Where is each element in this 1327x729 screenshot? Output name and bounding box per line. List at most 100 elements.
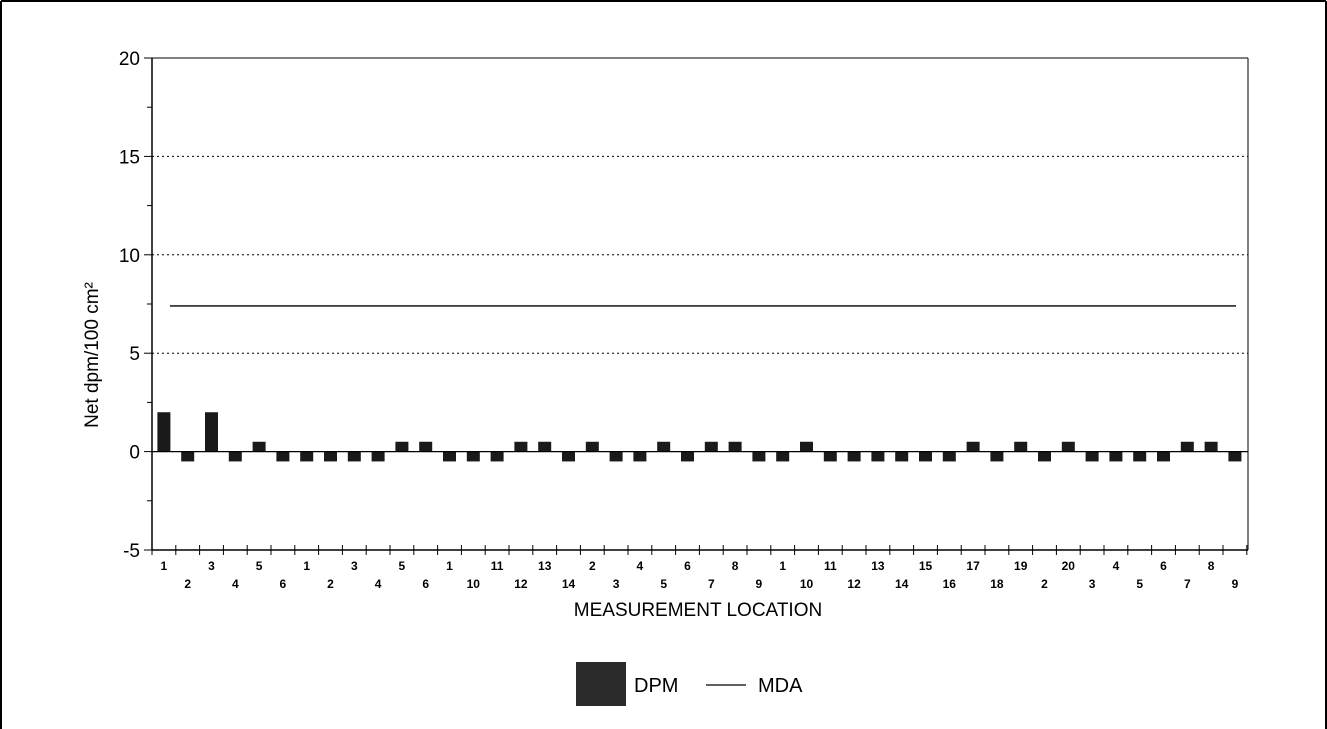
dpm-bar — [205, 412, 219, 452]
x-tick-label: 3 — [351, 559, 358, 573]
x-tick-label: 10 — [800, 577, 814, 591]
dpm-bar — [300, 451, 314, 462]
y-tick-label: 10 — [119, 246, 140, 267]
dpm-bar — [490, 451, 504, 462]
y-tick-label: 20 — [119, 49, 140, 70]
x-tick-label: 5 — [256, 559, 263, 573]
x-tick-label: 2 — [1041, 577, 1048, 591]
x-tick-label: 8 — [1208, 559, 1215, 573]
x-tick-label: 5 — [399, 559, 406, 573]
dpm-bar — [728, 441, 742, 452]
dpm-bar — [871, 451, 885, 462]
dpm-bar — [1109, 451, 1123, 462]
dpm-bar — [823, 451, 837, 462]
dpm-bar — [585, 441, 599, 452]
x-tick-label: 2 — [184, 577, 191, 591]
dpm-bar — [919, 451, 933, 462]
dpm-bar — [1085, 451, 1099, 462]
dpm-bar — [800, 441, 814, 452]
dpm-bar — [1038, 451, 1052, 462]
legend: DPM MDA — [576, 662, 803, 706]
x-tick-label: 1 — [446, 559, 453, 573]
x-tick-label: 1 — [303, 559, 310, 573]
x-tick-label: 1 — [779, 559, 786, 573]
x-tick-labels: 1234561234561101112131423456789110111213… — [161, 559, 1239, 591]
dpm-bar — [228, 451, 242, 462]
dpm-bar — [942, 451, 956, 462]
x-tick-label: 4 — [1113, 559, 1120, 573]
dpm-bar — [419, 441, 433, 452]
x-tick-label: 15 — [919, 559, 933, 573]
dpm-bar — [966, 441, 980, 452]
x-tick-label: 3 — [613, 577, 620, 591]
dpm-bar — [633, 451, 647, 462]
dpm-bar — [1133, 451, 1147, 462]
x-axis-title: MEASUREMENT LOCATION — [574, 600, 822, 621]
x-tick-label: 6 — [422, 577, 429, 591]
dpm-bar — [776, 451, 790, 462]
x-tick-label: 10 — [467, 577, 481, 591]
y-tick-labels: -5 0 5 10 15 20 — [119, 49, 140, 562]
dpm-bar — [514, 441, 528, 452]
x-tick-label: 9 — [1232, 577, 1239, 591]
x-tick-label: 18 — [990, 577, 1004, 591]
dpm-bar — [1228, 451, 1242, 462]
x-tick-label: 4 — [637, 559, 644, 573]
y-tick-label: -5 — [123, 541, 140, 562]
x-tick-label: 8 — [732, 559, 739, 573]
dpm-bar — [562, 451, 576, 462]
dpm-bar — [609, 451, 623, 462]
dpm-bar — [324, 451, 338, 462]
dpm-bar — [371, 451, 385, 462]
x-tick-label: 19 — [1014, 559, 1028, 573]
legend-dpm-swatch — [576, 662, 626, 706]
dpm-bar — [252, 441, 266, 452]
dpm-bar — [990, 451, 1004, 462]
dpm-bar — [1157, 451, 1171, 462]
axes — [144, 57, 1249, 555]
gridlines — [152, 57, 1248, 354]
x-tick-label: 2 — [327, 577, 334, 591]
legend-dpm-label: DPM — [634, 675, 678, 697]
dpm-bar — [443, 451, 457, 462]
dpm-bar — [1061, 441, 1075, 452]
x-tick-label: 16 — [943, 577, 957, 591]
dpm-bar — [895, 451, 909, 462]
x-tick-label: 6 — [684, 559, 691, 573]
x-tick-label: 12 — [514, 577, 528, 591]
x-tick-label: 9 — [756, 577, 763, 591]
x-tick-label: 12 — [847, 577, 861, 591]
x-tick-label: 20 — [1062, 559, 1076, 573]
x-tick-label: 1 — [161, 559, 168, 573]
x-tick-label: 14 — [895, 577, 909, 591]
dpm-bar — [157, 412, 171, 452]
dpm-bar — [704, 441, 718, 452]
dpm-bar — [681, 451, 695, 462]
dpm-bar — [181, 451, 195, 462]
x-tick-label: 3 — [208, 559, 215, 573]
bars — [157, 412, 1242, 462]
x-tick-label: 7 — [1184, 577, 1191, 591]
dpm-bar — [466, 451, 480, 462]
y-axis-title: Net dpm/100 cm² — [82, 282, 103, 428]
x-tick-label: 11 — [824, 559, 837, 573]
x-tick-label: 14 — [562, 577, 576, 591]
dpm-bar — [847, 451, 861, 462]
x-tick-label: 4 — [375, 577, 382, 591]
x-tick-label: 6 — [1160, 559, 1167, 573]
dpm-bar — [347, 451, 361, 462]
y-tick-label: 5 — [129, 344, 140, 365]
legend-mda-label: MDA — [758, 675, 803, 697]
y-tick-label: 0 — [129, 443, 140, 464]
dpm-bar — [752, 451, 766, 462]
dpm-bar — [395, 441, 409, 452]
dpm-bar — [1180, 441, 1194, 452]
dpm-bar — [538, 441, 552, 452]
x-tick-label: 17 — [966, 559, 980, 573]
dpm-bar — [657, 441, 671, 452]
x-tick-label: 5 — [1136, 577, 1143, 591]
x-tick-label: 2 — [589, 559, 596, 573]
x-tick-label: 6 — [280, 577, 287, 591]
